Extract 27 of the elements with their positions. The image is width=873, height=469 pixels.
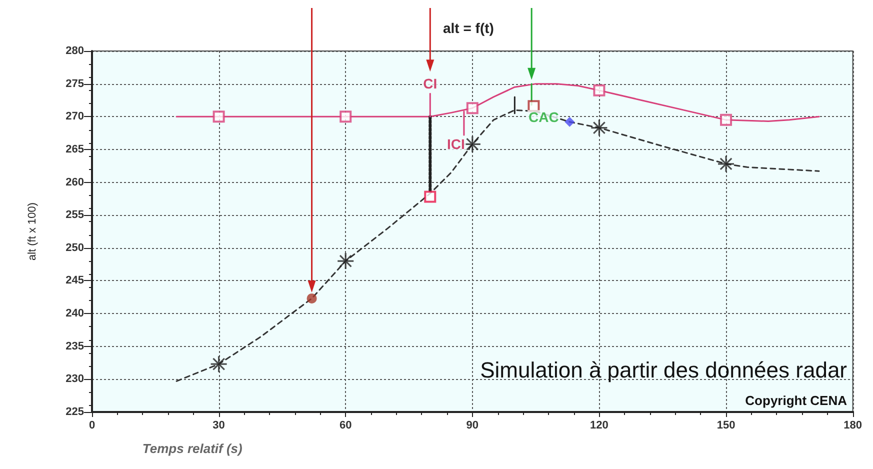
y-tick-label: 280 (66, 45, 84, 57)
y-tick-label: 265 (66, 143, 84, 156)
chart-title: alt = f(t) (443, 20, 494, 36)
x-axis-title: Temps relatif (s) (142, 441, 242, 456)
x-tick-label: 0 (88, 420, 96, 432)
x-tick-label: 120 (590, 420, 608, 432)
annotation: Copyright CENA (745, 393, 848, 408)
x-tick-label: 30 (212, 420, 225, 432)
annotation: Simulation à partir des données radar (480, 358, 848, 382)
y-tick-label: 245 (66, 274, 84, 287)
annotation: CAC (528, 109, 559, 126)
y-tick-label: 240 (66, 308, 84, 320)
y-tick-label: 255 (66, 209, 84, 222)
x-tick-label: 60 (339, 420, 352, 432)
y-tick-label: 250 (66, 242, 84, 254)
annotation: ICI (447, 136, 465, 152)
y-tick-label: 230 (66, 373, 84, 386)
x-tick-label: 150 (716, 420, 736, 432)
x-tick-label: 90 (466, 420, 479, 432)
y-tick-label: 225 (66, 406, 84, 418)
y-tick-label: 270 (66, 110, 84, 123)
x-tick-label: 180 (844, 420, 862, 432)
annotation: CI (423, 76, 438, 92)
y-tick-label: 260 (66, 176, 84, 188)
y-axis-title: alt (ft x 100) (26, 202, 38, 261)
y-tick-label: 235 (66, 340, 84, 352)
y-tick-label: 275 (66, 78, 84, 90)
